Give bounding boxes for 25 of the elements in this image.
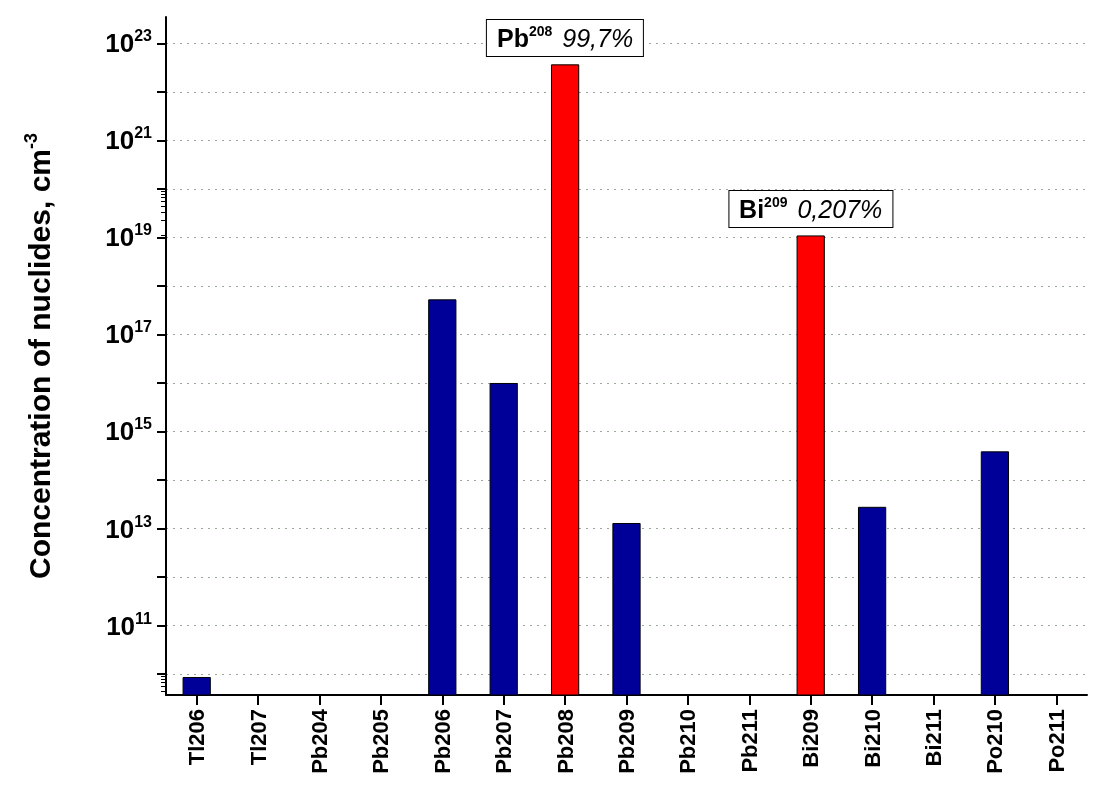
y-tick-label: 10$^{15}$ <box>105 415 152 447</box>
x-tick-label: Pb206 <box>429 709 455 774</box>
x-tick-label: Pb205 <box>368 709 394 774</box>
y-tick-label: 10$^{17}$ <box>105 318 152 350</box>
x-tick-label: Bi209 <box>798 709 824 768</box>
x-tick-label: Tl206 <box>184 709 210 766</box>
x-tick-label: Tl207 <box>245 709 271 766</box>
x-tick-label: Pb210 <box>675 709 701 774</box>
y-tick-label: 10$^{13}$ <box>105 512 152 544</box>
y-tick-label: 10$^{23}$ <box>105 27 152 59</box>
x-tick-label: Pb211 <box>736 709 762 773</box>
x-tick-label: Po210 <box>982 709 1008 774</box>
annotation: Bi$^{209}$ 0,207% <box>728 190 894 229</box>
y-axis-title: Concentration of nuclides, cm-3 <box>21 132 56 580</box>
y-tick-label: 10$^{11}$ <box>106 609 152 641</box>
annotation: Pb$^{208}$ 99,7% <box>485 19 645 58</box>
x-tick-label: Pb208 <box>552 709 578 774</box>
x-tick-label: Po211 <box>1043 709 1069 773</box>
x-tick-label: Bi211 <box>921 709 946 767</box>
x-tick-label: Pb209 <box>614 709 639 774</box>
x-tick-label: Pb207 <box>491 709 517 774</box>
x-tick-label: Pb204 <box>307 708 332 774</box>
x-tick-label: Bi210 <box>859 709 885 768</box>
y-tick-label: 10$^{21}$ <box>105 124 152 156</box>
y-tick-label: 10$^{19}$ <box>105 221 152 253</box>
